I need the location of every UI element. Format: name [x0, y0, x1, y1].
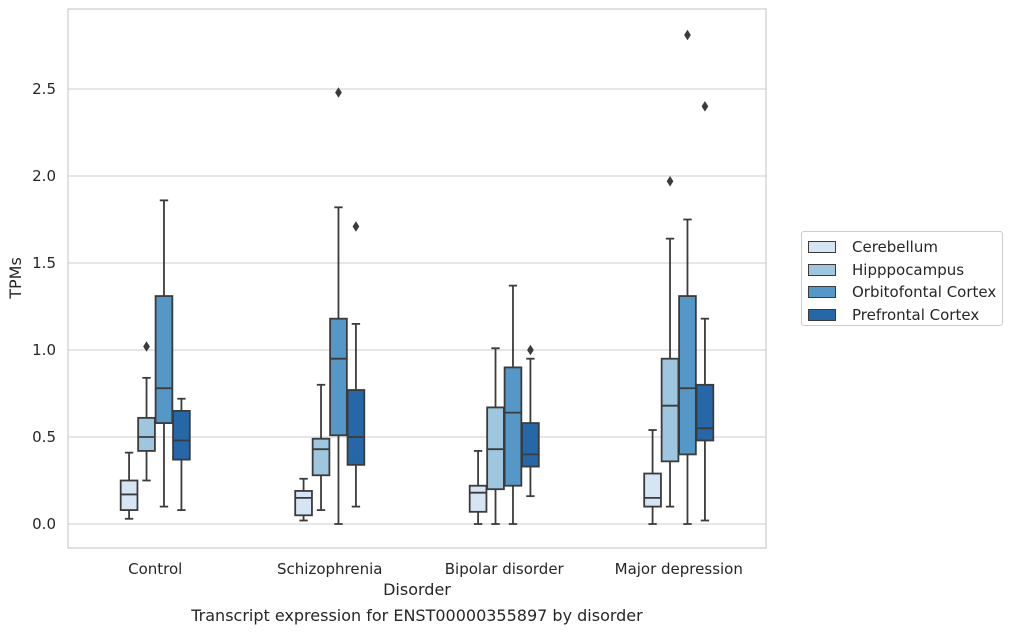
x-tick-label: Bipolar disorder	[445, 560, 565, 578]
legend-label: Prefrontal Cortex	[852, 306, 980, 325]
legend-label: Orbitofontal Cortex	[852, 283, 997, 302]
legend-item: Cerebellum	[808, 236, 1002, 259]
outlier-point	[701, 101, 709, 112]
y-tick-label: 2.5	[32, 80, 56, 98]
box-body	[503, 366, 523, 487]
outlier-point	[527, 344, 534, 356]
box-prefrontal-cortex	[172, 397, 191, 511]
box-prefrontal-cortex	[346, 221, 366, 508]
legend-swatch	[808, 286, 836, 299]
box-hipppocampus	[486, 347, 505, 525]
box-body	[660, 357, 680, 463]
x-tick-label: Major depression	[615, 560, 743, 578]
box-body	[154, 295, 174, 424]
outlier-point	[666, 175, 674, 187]
box-body	[346, 389, 366, 466]
box-hipppocampus	[311, 383, 331, 511]
y-tick-labels: 0.0 0.5 1.0 1.5 2.0 2.5	[32, 80, 56, 533]
box-cerebellum	[643, 429, 662, 525]
y-tick-label: 1.5	[32, 254, 56, 272]
legend: Cerebellum Hipppocampus Orbitofontal Corte…	[801, 231, 1003, 326]
legend-item: Orbitofontal Cortex	[808, 281, 1002, 304]
x-tick-label: Schizophrenia	[277, 560, 382, 578]
box-cerebellum	[468, 450, 488, 525]
outlier-point	[143, 341, 150, 352]
outlier-point	[335, 87, 342, 98]
legend-swatch	[808, 263, 836, 276]
y-tick-label: 2.0	[32, 167, 56, 185]
x-tick-labels: Control Schizophrenia Bipolar disorder Majo…	[128, 560, 743, 578]
y-axis-label: TPMs	[6, 257, 25, 300]
box-orbitofontal-cortex	[503, 284, 523, 525]
legend-swatch	[808, 309, 836, 322]
box-prefrontal-cortex	[695, 101, 715, 522]
box-body	[695, 383, 715, 442]
box-body	[172, 409, 191, 461]
box-hipppocampus	[137, 341, 156, 482]
y-tick-label: 0.5	[32, 428, 56, 446]
legend-item: Hipppocampus	[808, 259, 1002, 282]
y-tick-label: 1.0	[32, 341, 56, 359]
box-body	[468, 484, 488, 513]
box-body	[643, 472, 662, 508]
box-groups	[119, 29, 715, 525]
box-body	[137, 416, 156, 452]
legend-swatch	[808, 241, 836, 254]
legend-label: Hipppocampus	[852, 260, 965, 279]
outlier-point	[684, 29, 691, 41]
box-body	[294, 490, 313, 517]
box-body	[311, 437, 331, 477]
outlier-point	[352, 221, 360, 232]
figure-caption: Transcript expression for ENST0000035589…	[191, 606, 643, 625]
x-axis-label: Disorder	[383, 580, 451, 599]
box-body	[678, 295, 697, 456]
box-orbitofontal-cortex	[154, 199, 174, 508]
box-orbitofontal-cortex	[678, 29, 697, 525]
legend-label: Cerebellum	[852, 238, 938, 257]
legend-item: Prefrontal Cortex	[808, 304, 1002, 327]
box-cerebellum	[294, 477, 313, 522]
box-body	[329, 317, 348, 437]
box-cerebellum	[119, 451, 139, 520]
plot-area	[67, 8, 767, 549]
box-orbitofontal-cortex	[329, 87, 348, 525]
y-tick-label: 0.0	[32, 515, 56, 533]
box-prefrontal-cortex	[521, 344, 540, 498]
box-body	[521, 422, 540, 468]
x-tick-label: Control	[128, 560, 182, 578]
